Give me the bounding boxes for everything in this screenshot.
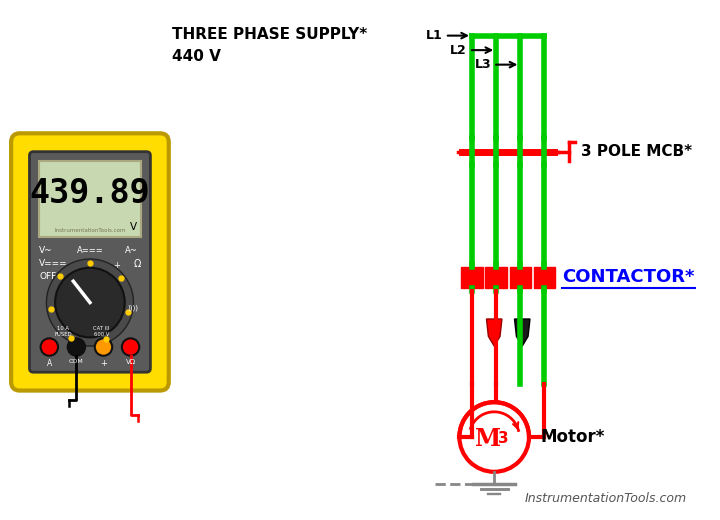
FancyBboxPatch shape [534, 267, 555, 288]
Text: THREE PHASE SUPPLY*: THREE PHASE SUPPLY* [172, 27, 367, 42]
Text: InstrumentationTools.com: InstrumentationTools.com [54, 228, 126, 233]
Circle shape [40, 339, 58, 356]
Circle shape [55, 268, 125, 337]
Text: M: M [475, 427, 501, 451]
Text: OFF: OFF [39, 271, 56, 281]
Circle shape [46, 259, 133, 346]
FancyBboxPatch shape [39, 161, 140, 237]
Text: Ω: Ω [133, 259, 140, 269]
Text: L1: L1 [426, 29, 443, 42]
Text: 10 A
FUSED: 10 A FUSED [54, 326, 71, 337]
Text: CONTACTOR*: CONTACTOR* [562, 268, 694, 287]
Circle shape [95, 339, 112, 356]
Polygon shape [487, 319, 502, 346]
Text: 3: 3 [498, 432, 508, 446]
Text: A===: A=== [76, 246, 103, 255]
Text: CAT III
600 V: CAT III 600 V [94, 326, 109, 337]
Text: L2: L2 [451, 44, 467, 57]
Text: +: + [100, 359, 107, 368]
Circle shape [459, 402, 529, 472]
Text: V: V [130, 222, 137, 232]
Text: +: + [114, 262, 120, 270]
Text: COM: COM [69, 359, 84, 363]
FancyBboxPatch shape [462, 267, 482, 288]
FancyBboxPatch shape [30, 152, 150, 372]
Text: V~: V~ [39, 246, 53, 255]
Circle shape [122, 339, 139, 356]
Text: VΩ: VΩ [125, 359, 135, 365]
Text: )))): )))) [127, 304, 139, 310]
Polygon shape [515, 319, 530, 346]
Circle shape [68, 339, 85, 356]
Text: InstrumentationTools.com: InstrumentationTools.com [525, 492, 687, 505]
Text: L3: L3 [474, 58, 491, 71]
Text: A~: A~ [125, 246, 138, 255]
Text: A: A [47, 359, 52, 368]
FancyBboxPatch shape [11, 133, 168, 391]
Text: 439.89: 439.89 [30, 177, 150, 210]
Text: Motor*: Motor* [541, 428, 605, 446]
FancyBboxPatch shape [485, 267, 507, 288]
Text: V===: V=== [39, 259, 68, 268]
Text: 3 POLE MCB*: 3 POLE MCB* [581, 144, 693, 159]
Text: 440 V: 440 V [172, 49, 221, 64]
FancyBboxPatch shape [510, 267, 531, 288]
